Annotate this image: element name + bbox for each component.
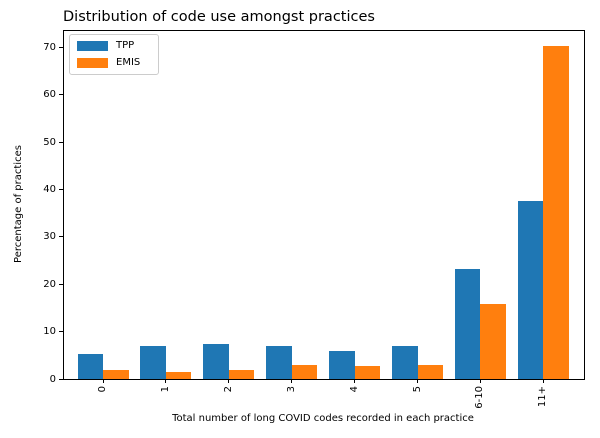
- y-tick-mark: [59, 189, 63, 191]
- x-tick-label: 2: [222, 386, 234, 393]
- x-tick-mark: [102, 379, 104, 383]
- bar-emis-3: [291, 365, 318, 379]
- plot-area: 0 10 20 30 40 50 60 70 0 1 2 3 4 5 6-10 11+ TPP EMIS: [43, 30, 585, 409]
- legend: TPP EMIS: [69, 34, 160, 75]
- x-tick-mark: [228, 379, 230, 383]
- y-tick-mark: [59, 236, 63, 238]
- x-tick-mark: [291, 379, 293, 383]
- x-tick-label: 6-10: [474, 386, 486, 409]
- x-axis-label: Total number of long COVID codes recorde…: [172, 413, 474, 424]
- bar-tpp-0: [77, 353, 103, 379]
- y-tick-label: 50: [43, 136, 56, 148]
- bar-emis-11+: [543, 45, 569, 379]
- y-tick-mark: [59, 47, 63, 49]
- x-tick-mark: [417, 379, 418, 383]
- bar-tpp-11+: [517, 201, 544, 379]
- legend-label: EMIS: [116, 57, 141, 68]
- y-tick-mark: [59, 378, 63, 380]
- chart-title: Distribution of code use amongst practic…: [63, 9, 375, 25]
- y-tick-label: 30: [43, 231, 56, 243]
- y-tick-label: 40: [43, 184, 56, 196]
- x-tick-mark: [479, 379, 481, 383]
- y-tick-mark: [59, 283, 63, 285]
- bar-emis-4: [354, 365, 381, 379]
- x-tick-label: 4: [348, 386, 360, 393]
- x-tick-label: 11+: [537, 386, 549, 408]
- y-axis-label: Percentage of practices: [13, 145, 24, 263]
- y-tick-mark: [59, 141, 63, 143]
- legend-swatch-icon: [77, 58, 108, 68]
- legend-item-emis: EMIS: [77, 57, 140, 69]
- bar-tpp-5: [392, 345, 418, 379]
- x-tick-mark: [165, 379, 167, 383]
- legend-swatch-icon: [77, 41, 108, 51]
- y-tick-label: 10: [43, 326, 56, 338]
- bar-tpp-1: [140, 346, 166, 379]
- x-tick-mark: [542, 379, 544, 383]
- y-tick-mark: [59, 94, 63, 96]
- y-tick-label: 60: [43, 89, 56, 101]
- bar-emis-0: [103, 369, 129, 379]
- x-tick-label: 1: [159, 386, 171, 393]
- legend-label: TPP: [116, 40, 135, 51]
- bar-emis-1: [165, 372, 192, 379]
- x-tick-mark: [354, 379, 356, 383]
- bar-tpp-4: [329, 350, 355, 379]
- bar-emis-6-10: [480, 303, 506, 379]
- y-tick-label: 0: [49, 373, 56, 385]
- x-tick-label: 0: [97, 386, 108, 393]
- bar-emis-5: [417, 364, 443, 379]
- y-tick-label: 20: [43, 278, 56, 290]
- x-tick-label: 5: [411, 386, 423, 393]
- y-tick-label: 70: [43, 42, 56, 54]
- x-tick-label: 3: [285, 386, 297, 393]
- y-tick-mark: [59, 331, 63, 333]
- bar-tpp-2: [203, 343, 229, 379]
- bar-emis-2: [228, 369, 255, 379]
- legend-item-tpp: TPP: [77, 40, 140, 52]
- bar-tpp-3: [266, 346, 292, 379]
- bar-tpp-6-10: [454, 269, 481, 379]
